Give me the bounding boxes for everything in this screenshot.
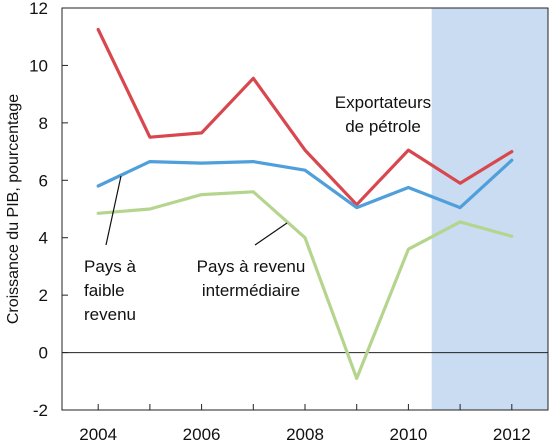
series-annotation-line: revenu	[84, 305, 136, 324]
y-tick-label: 12	[29, 0, 48, 18]
annotation-leader-line	[254, 222, 288, 246]
series-line-2	[96, 190, 514, 380]
series-annotation: Pays à faible revenu	[84, 257, 137, 324]
x-tick-label: 2006	[183, 425, 221, 444]
y-tick-label: -2	[33, 401, 48, 420]
series-annotation: Exportateurs de pétrole	[335, 93, 431, 136]
series-annotation-line: Pays à revenu	[197, 257, 306, 276]
y-tick-label: 6	[39, 171, 48, 190]
series-annotation-line: Exportateurs	[335, 93, 431, 112]
x-tick-label: 2004	[79, 425, 117, 444]
series-annotation-line: intermédiaire	[202, 281, 300, 300]
series-line-0	[96, 27, 514, 207]
x-tick-label: 2008	[286, 425, 324, 444]
y-tick-label: 10	[29, 56, 48, 75]
y-tick-label: 8	[39, 114, 48, 133]
y-tick-label: 2	[39, 286, 48, 305]
shaded-region	[431, 8, 548, 410]
series-annotation-line: Pays à	[84, 257, 137, 276]
series-annotation-line: faible	[84, 281, 125, 300]
series-annotation-line: de pétrole	[345, 117, 421, 136]
y-tick-label: 4	[39, 229, 48, 248]
x-tick-label: 2012	[493, 425, 531, 444]
y-tick-label: 0	[39, 344, 48, 363]
series-annotation: Pays à revenu intermédiaire	[197, 257, 306, 300]
series-line-1	[96, 158, 514, 210]
x-tick-label: 2010	[389, 425, 427, 444]
y-axis-label: Croissance du PIB, pourcentage	[5, 94, 22, 324]
annotation-leader-line	[105, 175, 122, 246]
